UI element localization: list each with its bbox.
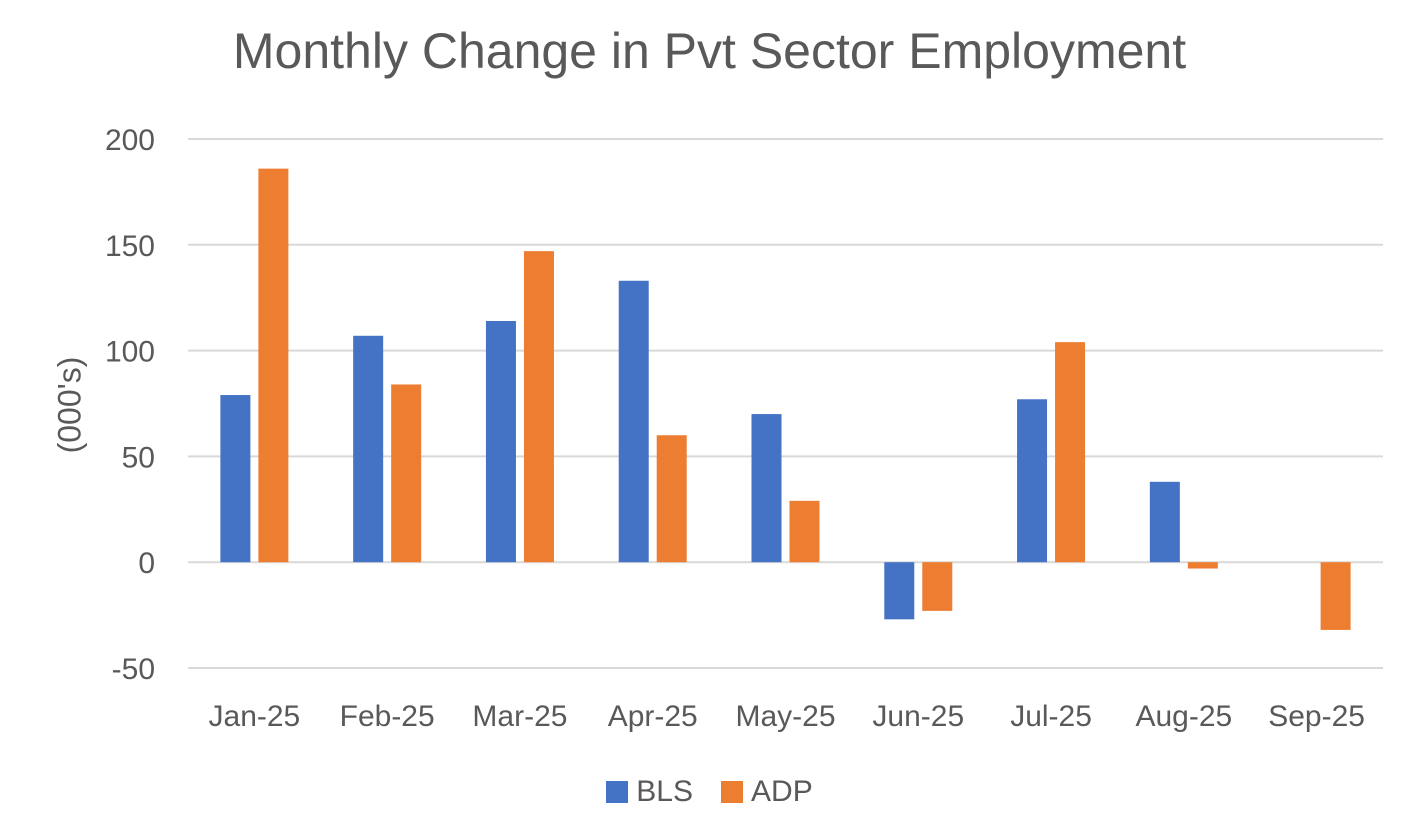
y-tick-label: 200 [105,124,155,157]
x-tick-label: Apr-25 [608,700,698,733]
bar-adp-feb-25 [391,384,422,563]
x-tick-label: Aug-25 [1135,700,1232,733]
legend-label-bls: BLS [636,775,694,808]
bar-adp-aug-25 [1187,562,1218,569]
x-tick-label: Mar-25 [472,700,567,733]
bar-adp-sep-25 [1320,562,1351,630]
y-tick-label: 0 [138,547,155,580]
bar-adp-jul-25 [1055,342,1086,563]
bar-adp-jun-25 [922,562,953,611]
bar-adp-may-25 [789,500,820,563]
x-tick-label: Jan-25 [209,700,301,733]
x-tick-label: Jul-25 [1010,700,1092,733]
y-tick-label: -50 [112,653,155,686]
x-tick-label: May-25 [735,700,835,733]
y-tick-label: 100 [105,336,155,369]
bar-adp-mar-25 [523,251,554,563]
gridlines [188,138,1383,669]
legend-label-adp: ADP [751,775,813,808]
legend-swatch-bls [606,781,629,803]
bar-bls-may-25 [751,414,782,563]
legend-item-bls: BLS [606,775,693,809]
bar-bls-apr-25 [618,280,649,563]
x-tick-label: Sep-25 [1268,700,1365,733]
bar-adp-apr-25 [656,435,687,563]
bar-bls-jun-25 [884,562,915,620]
x-tick-labels: Jan-25 Feb-25 Mar-25 Apr-25 May-25 Jun-25 Jul-… [209,700,1365,733]
x-tick-label: Jun-25 [872,700,964,733]
bar-bls-feb-25 [353,335,384,563]
bar-bls-jul-25 [1017,399,1048,563]
bars [220,168,1351,630]
bar-bls-aug-25 [1149,481,1180,563]
y-tick-labels: 200 150 100 50 0 -50 [105,124,155,686]
chart-title: Monthly Change in Pvt Sector Employment [232,23,1187,79]
bar-bls-mar-25 [485,320,516,563]
bar-adp-jan-25 [258,168,289,563]
y-tick-label: 150 [105,230,155,263]
legend-item-adp: ADP [721,775,813,809]
legend-swatch-adp [721,781,744,803]
legend: BLS ADP [0,775,1419,809]
y-tick-label: 50 [122,441,155,474]
bar-bls-jan-25 [220,395,251,563]
x-tick-label: Feb-25 [340,700,435,733]
